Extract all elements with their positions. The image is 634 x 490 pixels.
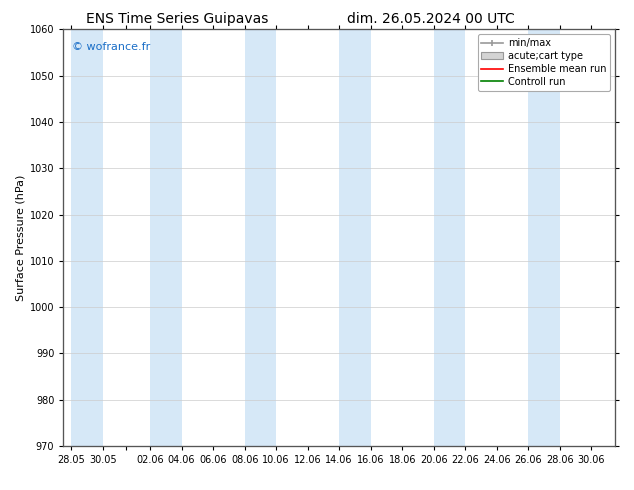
- Bar: [339, 29, 371, 446]
- Text: © wofrance.fr: © wofrance.fr: [72, 42, 150, 52]
- Text: ENS Time Series Guipavas: ENS Time Series Guipavas: [86, 12, 269, 26]
- Y-axis label: Surface Pressure (hPa): Surface Pressure (hPa): [16, 174, 25, 301]
- Bar: [150, 29, 181, 446]
- Bar: [245, 29, 276, 446]
- Bar: [528, 29, 560, 446]
- Legend: min/max, acute;cart type, Ensemble mean run, Controll run: min/max, acute;cart type, Ensemble mean …: [477, 34, 610, 91]
- Text: dim. 26.05.2024 00 UTC: dim. 26.05.2024 00 UTC: [347, 12, 515, 26]
- Bar: [71, 29, 103, 446]
- Bar: [434, 29, 465, 446]
